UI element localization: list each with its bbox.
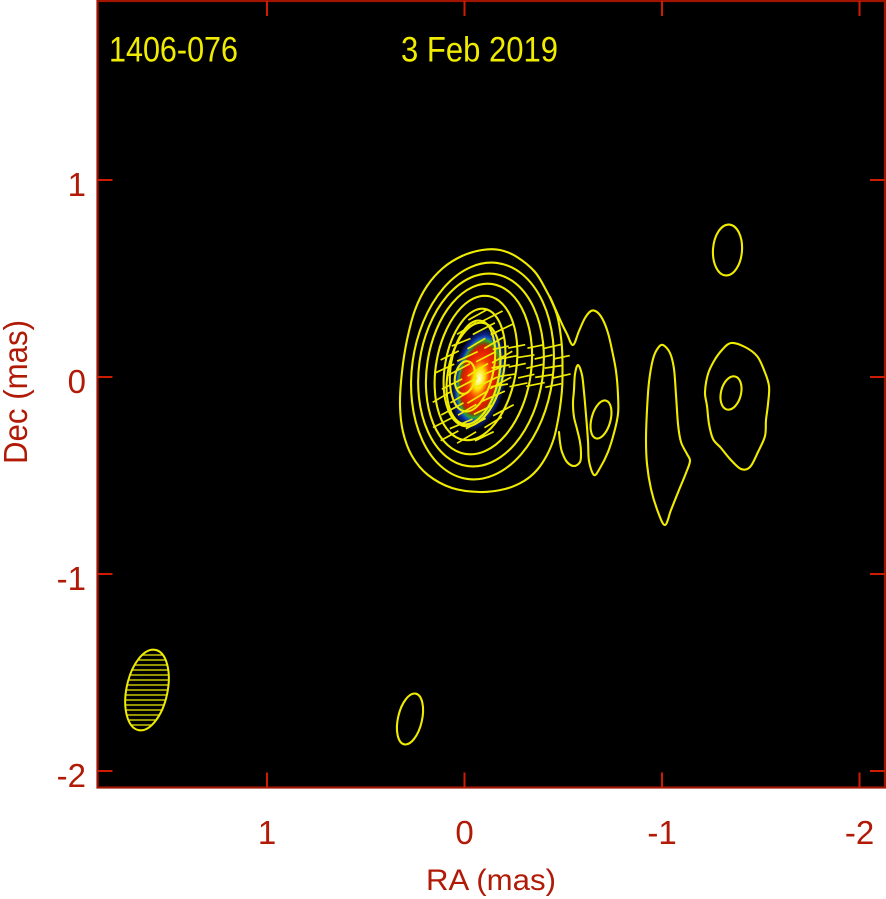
- svg-text:-1: -1: [647, 814, 676, 851]
- svg-text:1: 1: [68, 166, 86, 203]
- svg-text:1: 1: [258, 814, 276, 851]
- svg-text:-1: -1: [57, 560, 86, 597]
- svg-text:-2: -2: [845, 814, 874, 851]
- svg-text:0: 0: [455, 814, 473, 851]
- svg-text:Dec (mas): Dec (mas): [0, 320, 34, 464]
- svg-text:-2: -2: [57, 757, 86, 794]
- svg-text:0: 0: [68, 363, 86, 400]
- svg-text:1406-076: 1406-076: [109, 31, 238, 70]
- svg-text:3 Feb 2019: 3 Feb 2019: [401, 31, 558, 70]
- svg-text:RA (mas): RA (mas): [426, 864, 556, 897]
